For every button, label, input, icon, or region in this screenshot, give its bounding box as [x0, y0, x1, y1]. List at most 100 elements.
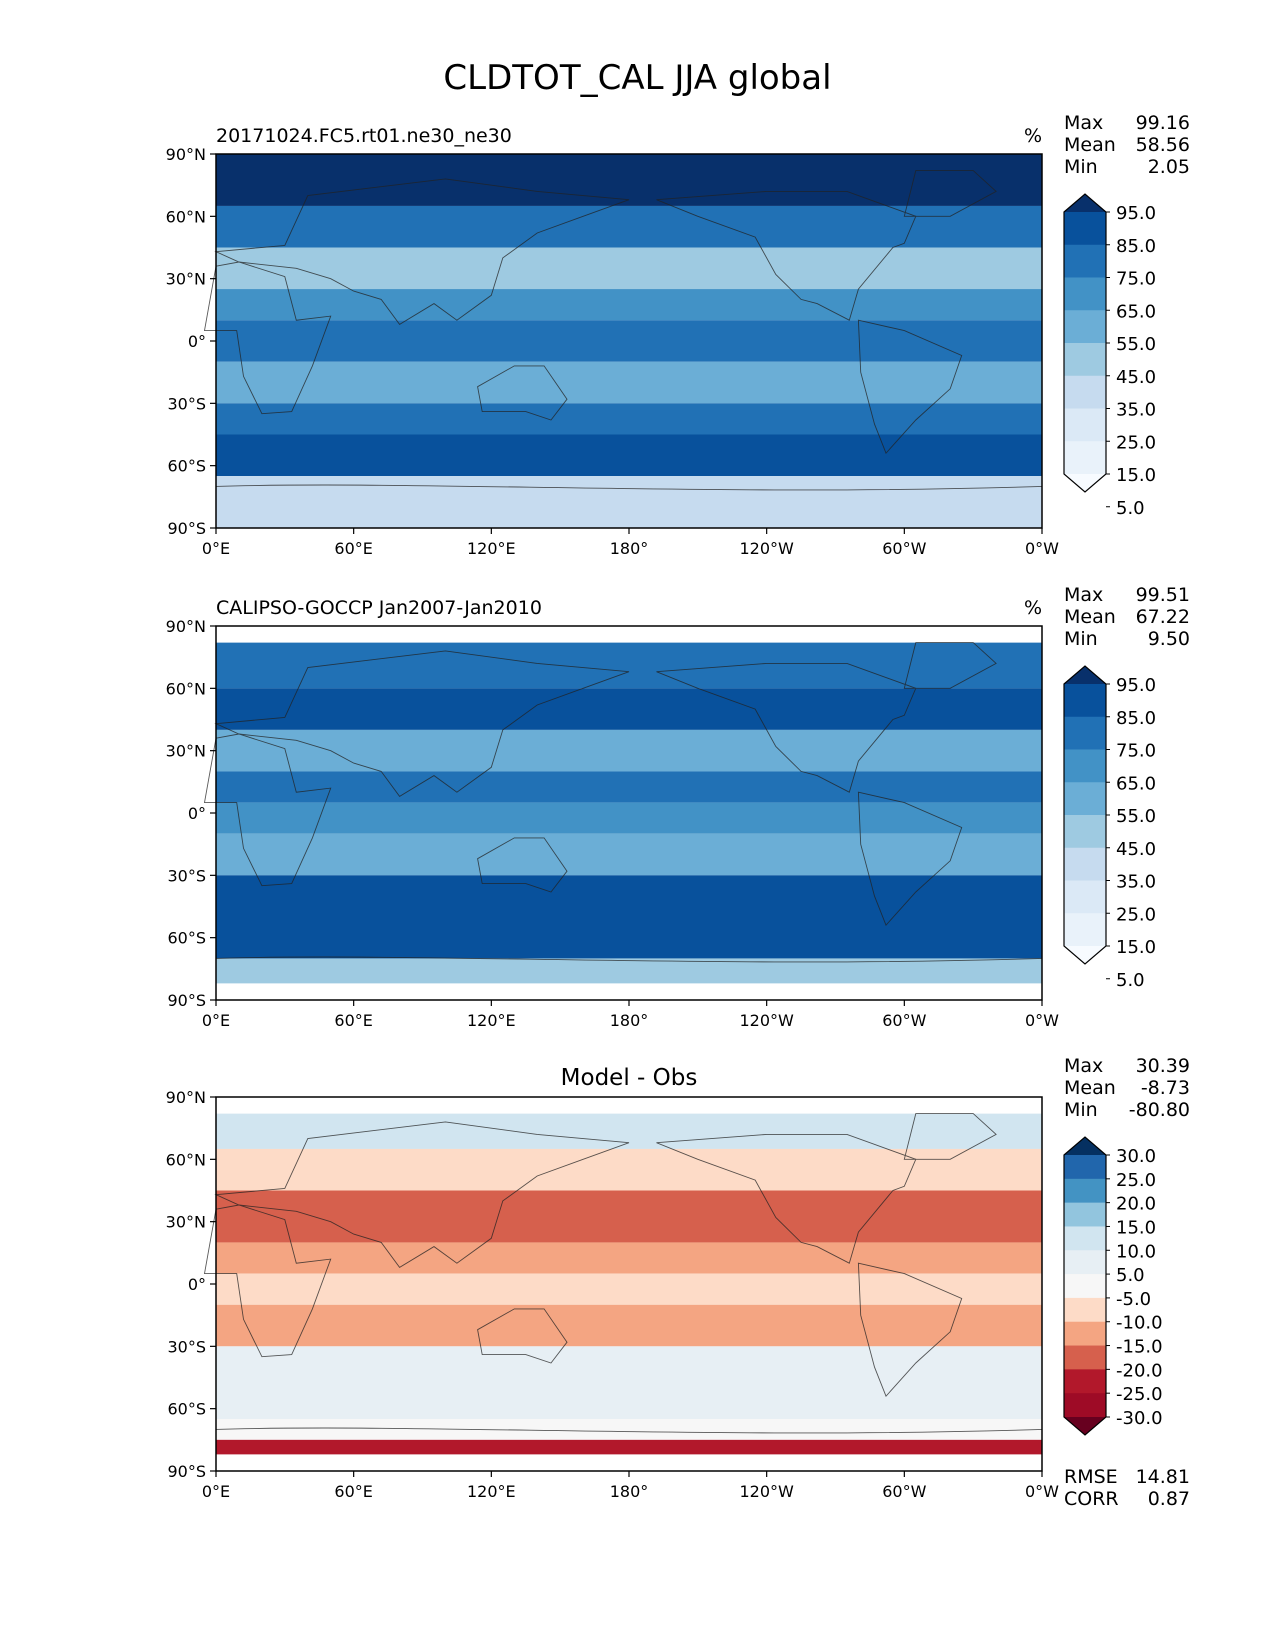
x-tick-label: 60°W — [882, 1482, 926, 1501]
stat-label: Max — [1064, 1055, 1103, 1077]
stat-label: CORR — [1064, 1488, 1119, 1510]
data-band — [216, 642, 1042, 689]
y-tick-label: 90°N — [166, 145, 206, 164]
colorbar-label: 75.0 — [1116, 269, 1156, 290]
colorbar-swatch — [1064, 1297, 1106, 1323]
continent-outline — [214, 178, 630, 325]
stat-label: Max — [1064, 584, 1103, 606]
colorbar-label: 5.0 — [1116, 498, 1145, 519]
x-tick-label: 60°W — [882, 539, 926, 558]
y-tick-label: 60°S — [167, 457, 206, 476]
stats-block: Max 30.39 Mean -8.73 Min -80.80 RMSE 14.81 CORR 0… — [1064, 1055, 1190, 1510]
panel-title-left: 20171024.FC5.rt01.ne30_ne30 — [216, 125, 512, 147]
colorbar-swatch — [1064, 1250, 1106, 1275]
colorbar-swatch — [1064, 913, 1106, 947]
y-tick-label: 30°S — [167, 1337, 206, 1356]
colorbar-label: 5.0 — [1116, 970, 1145, 991]
x-tick-label: 120°E — [467, 1011, 516, 1030]
y-tick-label: 90°N — [166, 617, 206, 636]
stat-label: Max — [1064, 112, 1103, 134]
y-tick-label: 30°S — [167, 866, 206, 885]
colorbar-label: 95.0 — [1116, 203, 1156, 224]
colorbar-label: 25.0 — [1116, 904, 1156, 925]
colorbar-label: 35.0 — [1116, 400, 1156, 421]
x-tick-label: 60°E — [334, 539, 372, 558]
continent-outline — [903, 642, 997, 689]
data-band — [216, 434, 1042, 477]
x-tick-label: 0°E — [202, 1482, 230, 1501]
panel-model: 20171024.FC5.rt01.ne30_ne30 % 90°N 60°N 30°N… — [166, 112, 1190, 558]
y-tick-label: 60°N — [166, 1150, 206, 1169]
stat-label: RMSE — [1064, 1466, 1118, 1488]
x-tick-label: 120°E — [467, 539, 516, 558]
y-tick-label: 90°N — [166, 1088, 206, 1107]
colorbar-label: -20.0 — [1116, 1360, 1163, 1381]
x-tick-label: 120°W — [739, 539, 794, 558]
colorbar-swatch — [1064, 375, 1106, 409]
colorbar: 30.0 25.0 20.015.0 10.0 5.0 -5.0 -10.0 -15.0-20… — [1063, 1136, 1163, 1436]
colorbar-extend-bottom — [1064, 474, 1106, 492]
data-band — [216, 361, 1042, 404]
colorbar-label: 25.0 — [1116, 1170, 1156, 1191]
x-tick-label: 60°E — [334, 1011, 372, 1030]
colorbar: 95.0 85.0 75.0 65.0 55.0 45.0 35.0 25.0 15.0 5.0 — [1063, 193, 1156, 519]
colorbar-label: 55.0 — [1116, 334, 1156, 355]
colorbar-swatch — [1064, 782, 1106, 816]
stat-value: 0.87 — [1148, 1488, 1190, 1510]
x-tick-label: 0°E — [202, 1011, 230, 1030]
x-tick-label: 0°E — [202, 539, 230, 558]
antarctica-outline — [215, 956, 1043, 963]
colorbar-label: 15.0 — [1116, 937, 1156, 958]
data-band — [216, 958, 1042, 984]
data-band — [216, 1346, 1042, 1420]
colorbar-swatch — [1064, 1226, 1106, 1251]
coastline-outlines — [203, 1113, 1043, 1434]
data-band — [216, 205, 1042, 248]
colorbar-label: 55.0 — [1116, 806, 1156, 827]
stat-value: -8.73 — [1141, 1077, 1190, 1099]
colorbar-extend-top — [1064, 666, 1106, 684]
y-tick-label: 30°N — [166, 270, 206, 289]
colorbar: 95.0 85.0 75.0 65.0 55.0 45.0 35.0 25.0 15.0 5.0 — [1063, 665, 1156, 991]
continent-outline — [857, 319, 963, 455]
colorbar-label: -5.0 — [1116, 1289, 1151, 1310]
data-band — [216, 1190, 1042, 1243]
colorbar-swatch — [1064, 880, 1106, 914]
x-tick-label: 60°E — [334, 1482, 372, 1501]
colorbar-swatch — [1064, 1155, 1106, 1180]
data-band — [216, 289, 1042, 321]
continent-outline — [203, 733, 332, 887]
data-band — [216, 1242, 1042, 1274]
stat-label: Mean — [1064, 606, 1116, 628]
data-band — [216, 1439, 1042, 1455]
stat-value: 67.22 — [1136, 606, 1190, 628]
colorbar-label: 45.0 — [1116, 839, 1156, 860]
continent-outline — [857, 791, 963, 927]
y-tick-label: 0° — [188, 332, 206, 351]
continent-outline — [203, 261, 332, 415]
x-tick-label: 120°W — [739, 1482, 794, 1501]
colorbar-swatch — [1064, 1369, 1106, 1394]
colorbar-label: 45.0 — [1116, 367, 1156, 388]
stat-value: 9.50 — [1148, 628, 1190, 650]
stat-value: 2.05 — [1148, 156, 1190, 178]
colorbar-swatch — [1064, 212, 1106, 246]
colorbar-label: 85.0 — [1116, 236, 1156, 257]
colorbar-label: 20.0 — [1116, 1194, 1156, 1215]
continent-outline — [656, 190, 917, 321]
colorbar-swatch — [1064, 684, 1106, 718]
colorbar-swatch — [1064, 749, 1106, 783]
y-tick-label: 90°S — [167, 519, 206, 538]
continent-outline — [857, 1262, 963, 1398]
y-tick-label: 60°N — [166, 679, 206, 698]
colorbar-swatch — [1064, 408, 1106, 442]
colorbar-label: -15.0 — [1116, 1337, 1163, 1358]
continent-outline — [214, 1121, 630, 1268]
colorbar-swatch — [1064, 277, 1106, 311]
data-band — [216, 1419, 1042, 1440]
x-tick-label: 180° — [610, 1482, 649, 1501]
continent-outline — [903, 1113, 997, 1160]
coastline-outlines — [203, 642, 1043, 963]
antarctica-outline — [215, 484, 1043, 491]
